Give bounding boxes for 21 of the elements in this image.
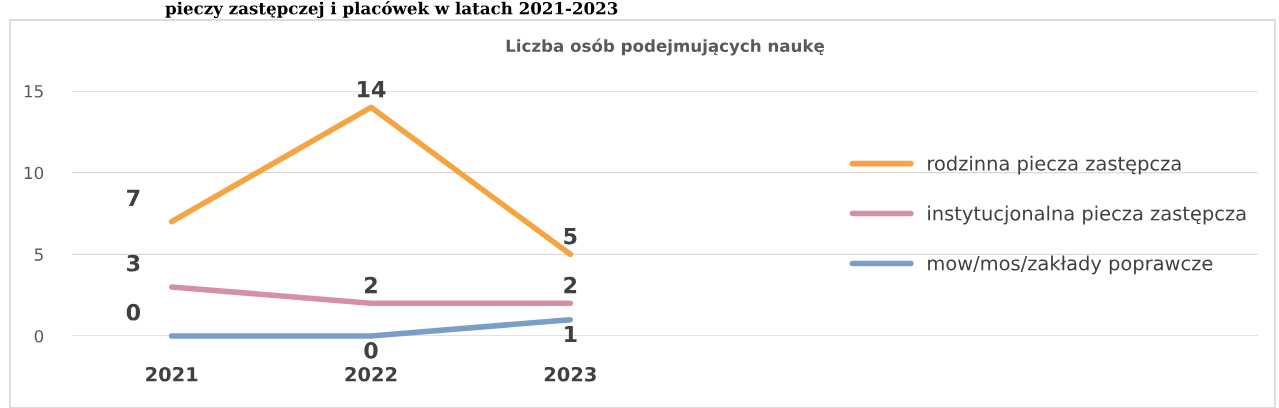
data-label: 14 [358,80,386,98]
data-label: 2 [564,276,577,294]
data-label: 5 [564,227,577,245]
legend-label: mow/mos/zakłady poprawcze [928,255,1213,275]
text: pieczy zastępczej i placówek w latach 2021-2023 [165,1,618,19]
y-tick-label: 10 [24,166,44,180]
y-tick-label: 15 [24,85,43,98]
x-tick-label: 2022 [345,366,397,382]
y-tick-label: 5 [34,248,43,261]
data-label: 0 [126,303,141,321]
legend-label: rodzinna piecza zastępcza [928,155,1181,175]
data-label: 2 [365,276,377,294]
data-label: 7 [127,189,140,206]
y-tick-label: 0 [34,329,44,343]
data-label: 1 [565,325,577,343]
x-tick-label: 2023 [544,366,596,382]
data-label: 3 [127,254,140,272]
legend-label: instytucjonalna piecza zastępcza [928,205,1246,225]
chart-title: Liczba osób podejmujących naukę [506,38,824,56]
data-label: 0 [364,341,378,359]
x-tick-label: 2021 [146,366,198,382]
